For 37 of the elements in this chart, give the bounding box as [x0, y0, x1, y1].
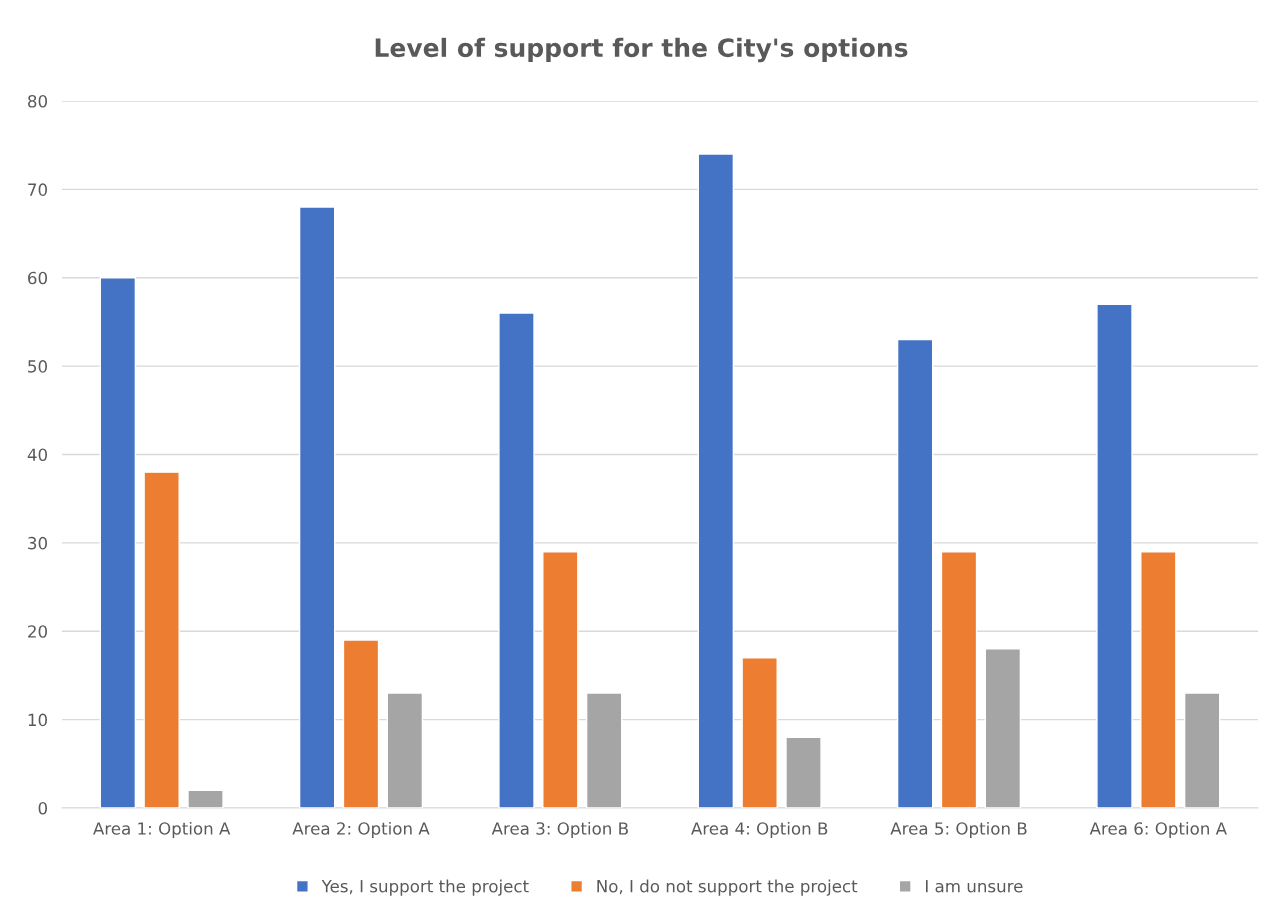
bar	[342, 639, 380, 808]
y-tick-label: 60	[28, 271, 47, 285]
y-tick-label: 50	[28, 360, 47, 373]
bar	[1096, 303, 1133, 808]
bar	[896, 338, 934, 808]
x-tick-label: Area 6: Option A	[1089, 821, 1227, 839]
y-tick-label: 0	[38, 801, 47, 815]
bar	[99, 277, 137, 808]
y-tick-label: 10	[28, 713, 47, 727]
legend-label: Yes, I support the project	[321, 879, 529, 896]
bar	[298, 206, 336, 808]
y-tick-label: 20	[28, 625, 47, 638]
bar	[697, 153, 735, 808]
y-tick-label: 80	[28, 94, 47, 108]
bar	[1140, 551, 1177, 808]
x-tick-label: Area 1: Option A	[93, 821, 231, 839]
bar	[1183, 692, 1221, 808]
bar	[585, 692, 623, 808]
y-tick-label: 30	[28, 536, 47, 550]
x-tick-label: Area 5: Option B	[890, 821, 1027, 839]
bar	[785, 736, 822, 808]
bar	[940, 551, 978, 808]
y-tick-label: 40	[27, 448, 47, 462]
y-tick-label: 70	[28, 183, 47, 196]
bar	[143, 471, 180, 808]
bar	[984, 648, 1022, 808]
legend-label: No, I do not support the project	[597, 879, 858, 896]
x-tick-label: Area 4: Option B	[691, 821, 828, 839]
x-tick-label: Area 3: Option B	[491, 821, 628, 839]
bar	[386, 692, 424, 808]
chart-title: Level of support for the City's options	[375, 37, 908, 63]
bar	[542, 551, 579, 808]
bar	[187, 789, 224, 808]
x-tick-label: Area 2: Option A	[292, 821, 430, 839]
legend-label: I am unsure	[925, 880, 1023, 893]
bar	[498, 312, 535, 808]
bar	[741, 657, 778, 808]
